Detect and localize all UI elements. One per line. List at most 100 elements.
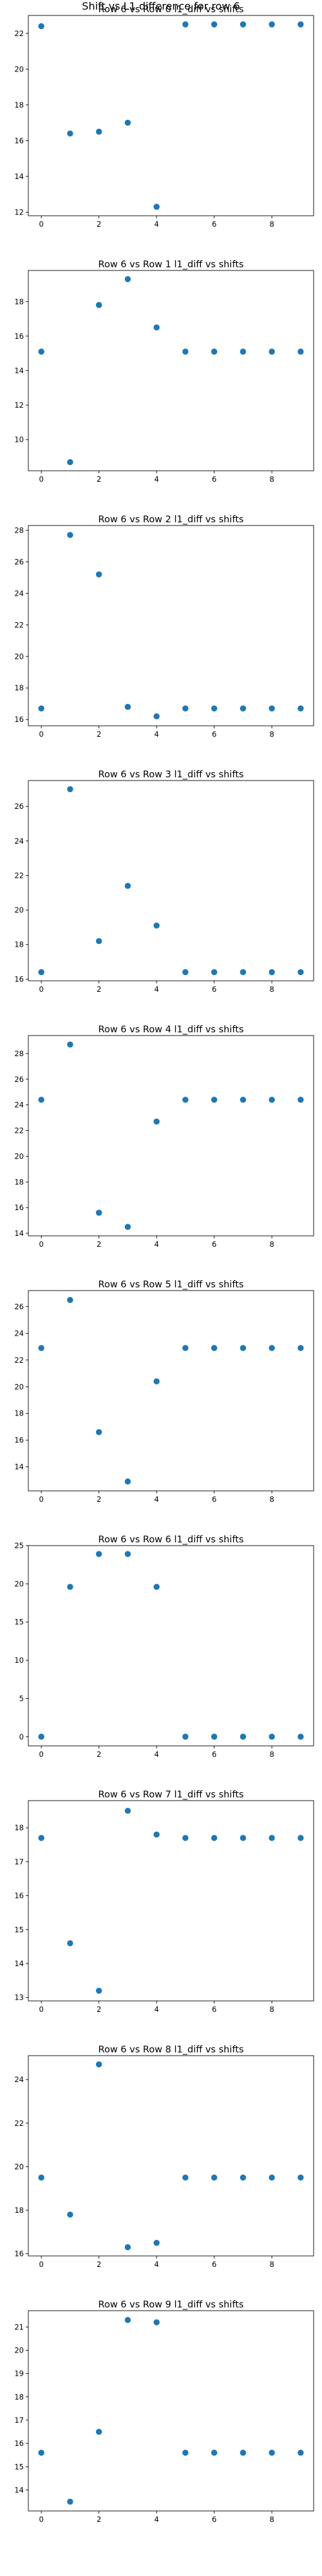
- y-tick-label: 20: [14, 2162, 24, 2171]
- x-tick-label: 8: [269, 2515, 274, 2524]
- data-point: [95, 128, 102, 135]
- data-point: [240, 1096, 247, 1103]
- data-point: [38, 23, 44, 30]
- data-point: [240, 348, 247, 355]
- data-point: [153, 1378, 160, 1385]
- axes-frame: [28, 2055, 314, 2257]
- y-tick-label: 16: [14, 1891, 24, 1900]
- data-point: [211, 2449, 218, 2456]
- y-tick-label: 28: [14, 526, 24, 535]
- y-tick-label: 20: [14, 1579, 24, 1588]
- y-tick-label: 10: [14, 435, 24, 444]
- subplot-9: Row 6 vs Row 9 l1_diff vs shifts 0 2 4 6 8 14 1…: [14, 2300, 314, 2524]
- y-tick-label: 24: [14, 2075, 24, 2084]
- y-tick-label: 0: [19, 1732, 24, 1741]
- data-point: [38, 2174, 44, 2181]
- data-point: [269, 969, 275, 976]
- x-tick-label: 0: [39, 1495, 43, 1504]
- data-point: [67, 2498, 73, 2505]
- y-tick-label: 16: [14, 2439, 24, 2448]
- data-point: [124, 276, 131, 283]
- axes-frame: [28, 780, 314, 981]
- axes-frame: [28, 1290, 314, 1492]
- x-tick-label: 8: [269, 730, 274, 739]
- data-point: [211, 1835, 218, 1841]
- data-point: [153, 1832, 160, 1838]
- data-point: [153, 922, 160, 929]
- data-point: [269, 2174, 275, 2181]
- x-tick-label: 6: [212, 2005, 216, 2014]
- subplot-title: Row 6 vs Row 2 l1_diff vs shifts: [99, 515, 244, 525]
- data-point: [38, 1734, 44, 1740]
- data-point: [269, 348, 275, 355]
- data-point: [95, 2429, 102, 2435]
- y-tick-label: 22: [14, 2119, 24, 2128]
- subplot-6: Row 6 vs Row 6 l1_diff vs shifts 0 2 4 6 8 0 5 1…: [14, 1535, 314, 1759]
- data-point: [38, 1345, 44, 1351]
- y-tick-label: 13: [14, 1993, 24, 2002]
- y-tick-label: 17: [14, 1857, 24, 1866]
- x-tick-label: 6: [212, 1495, 216, 1504]
- data-point: [67, 786, 73, 793]
- data-point: [124, 119, 131, 126]
- data-point: [95, 1987, 102, 1994]
- data-point: [211, 1096, 218, 1103]
- data-point: [38, 348, 44, 355]
- data-point: [298, 1345, 304, 1351]
- y-tick-label: 15: [14, 2462, 24, 2471]
- data-point: [38, 2449, 44, 2456]
- y-tick-label: 18: [14, 2206, 24, 2215]
- y-tick-label: 18: [14, 2392, 24, 2401]
- x-tick-label: 6: [212, 2260, 216, 2269]
- x-tick-label: 4: [154, 1750, 158, 1759]
- data-point: [124, 1808, 131, 1814]
- y-tick-label: 14: [14, 366, 24, 375]
- x-tick-label: 4: [154, 2260, 158, 2269]
- data-point: [298, 2449, 304, 2456]
- data-point: [211, 705, 218, 712]
- data-point: [124, 2244, 131, 2251]
- data-point: [153, 1118, 160, 1125]
- data-point: [269, 705, 275, 712]
- y-tick-label: 26: [14, 1302, 24, 1311]
- axes-frame: [28, 2310, 314, 2512]
- data-point: [269, 2449, 275, 2456]
- y-tick-label: 26: [14, 1075, 24, 1084]
- y-tick-label: 26: [14, 557, 24, 566]
- x-tick-label: 8: [269, 1240, 274, 1249]
- data-point: [298, 1734, 304, 1740]
- x-tick-label: 2: [97, 220, 101, 229]
- data-point: [95, 938, 102, 945]
- x-tick-label: 2: [97, 1240, 101, 1249]
- x-tick-label: 4: [154, 220, 158, 229]
- y-tick-label: 17: [14, 2416, 24, 2425]
- y-tick-label: 21: [14, 2322, 24, 2331]
- y-tick-label: 16: [14, 715, 24, 724]
- y-tick-label: 18: [14, 1823, 24, 1832]
- data-point: [95, 1429, 102, 1435]
- y-tick-label: 18: [14, 1409, 24, 1418]
- x-tick-label: 2: [97, 2515, 101, 2524]
- data-point: [211, 2174, 218, 2181]
- data-point: [182, 21, 189, 28]
- data-point: [298, 705, 304, 712]
- data-point: [240, 705, 247, 712]
- x-tick-label: 0: [39, 985, 43, 994]
- subplot-title: Row 6 vs Row 1 l1_diff vs shifts: [99, 260, 244, 270]
- x-tick-label: 6: [212, 1750, 216, 1759]
- data-point: [182, 1345, 189, 1351]
- data-point: [153, 324, 160, 331]
- y-tick-label: 14: [14, 1229, 24, 1238]
- y-tick-label: 14: [14, 1959, 24, 1968]
- data-point: [67, 2211, 73, 2218]
- data-point: [182, 2174, 189, 2181]
- y-tick-label: 28: [14, 1049, 24, 1058]
- y-tick-label: 24: [14, 1101, 24, 1110]
- subplot-1: Row 6 vs Row 1 l1_diff vs shifts 0 2 4 6 8 10 1…: [14, 260, 314, 484]
- x-tick-label: 8: [269, 2260, 274, 2269]
- y-tick-label: 20: [14, 2345, 24, 2354]
- y-tick-label: 10: [14, 1656, 24, 1665]
- data-point: [240, 1345, 247, 1351]
